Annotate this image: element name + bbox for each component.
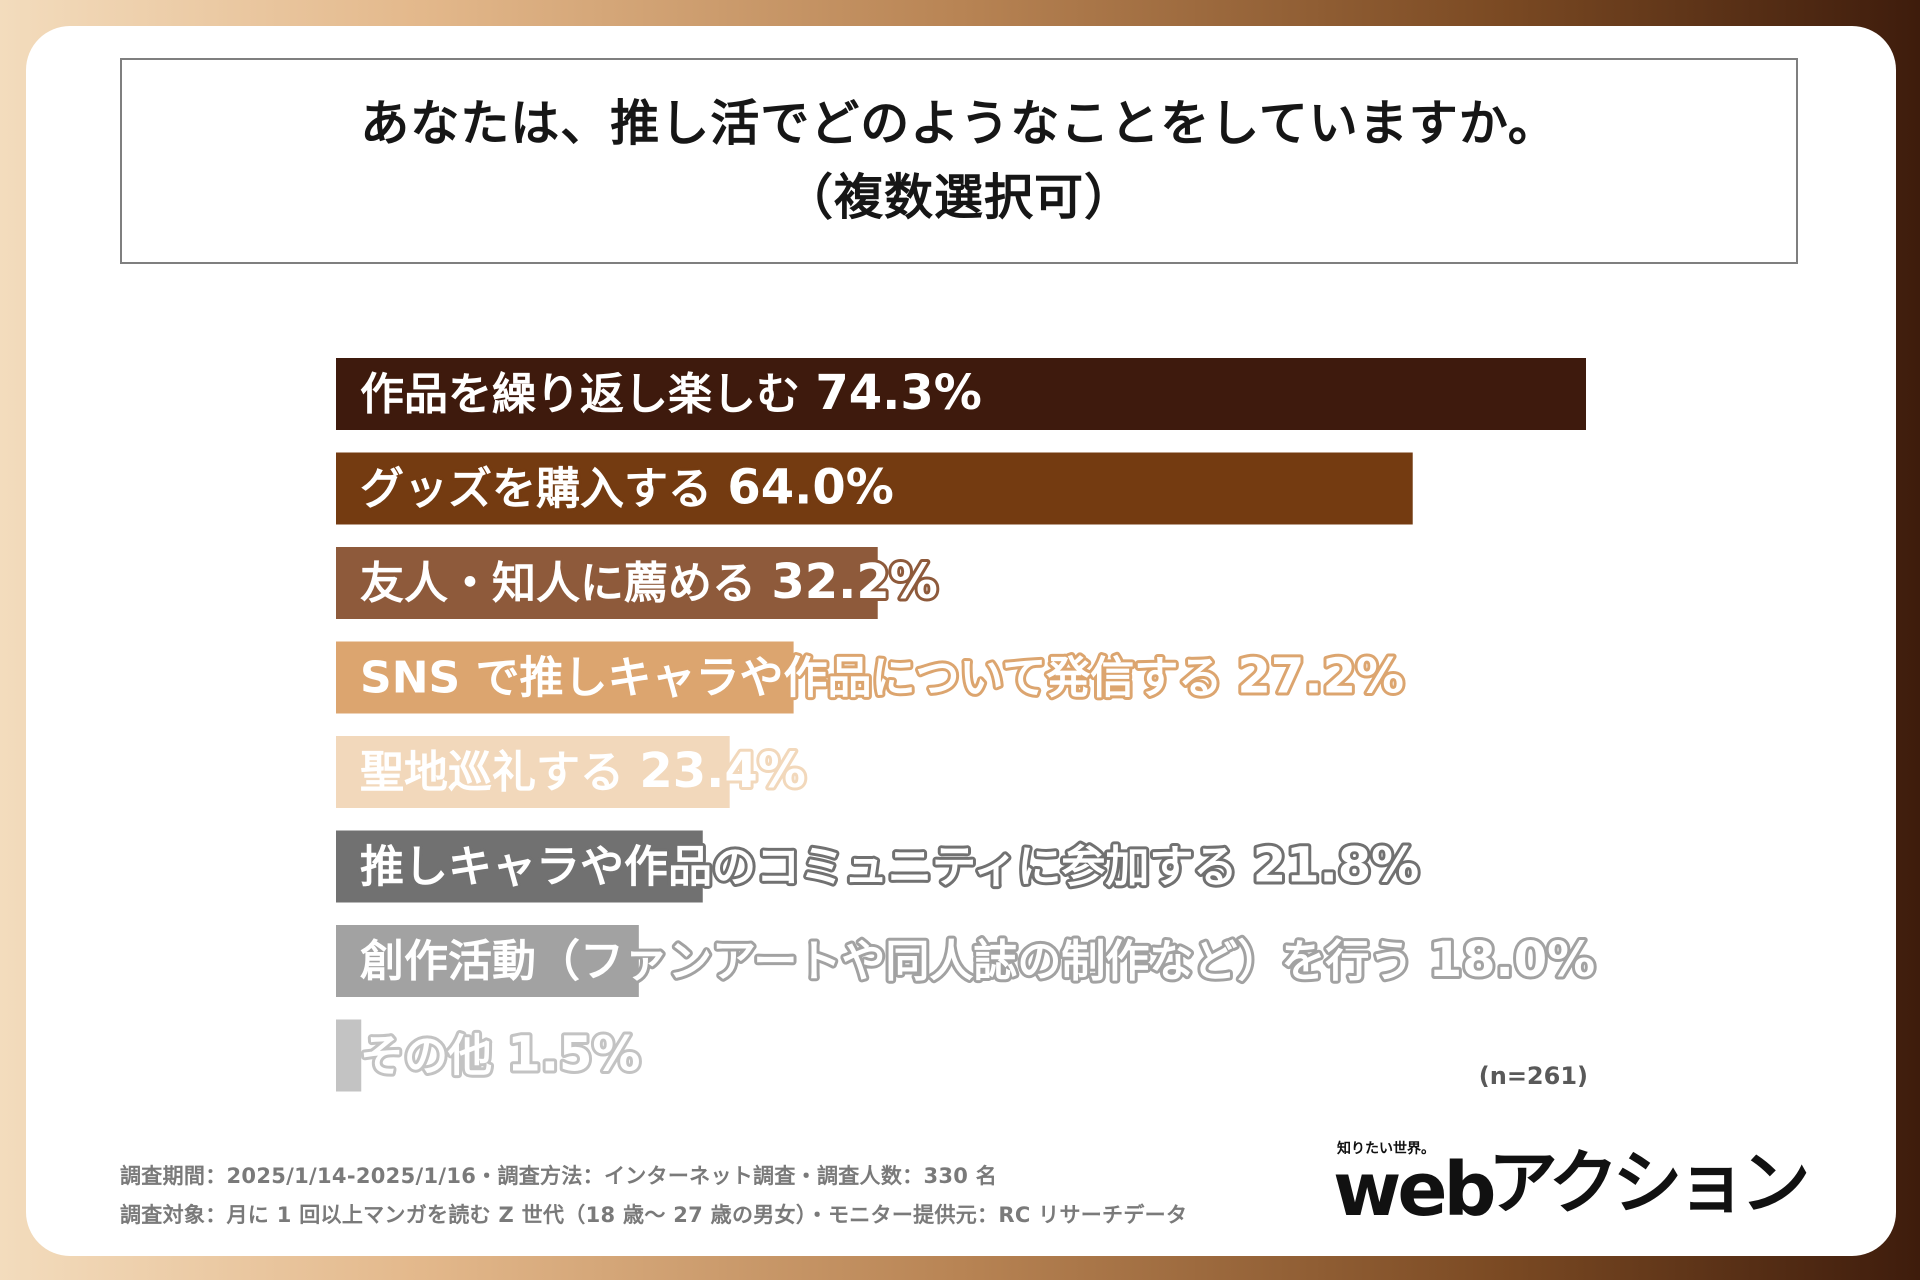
logo-wordmark-web: web	[1333, 1147, 1497, 1233]
footer-survey-target: 調査対象：月に 1 回以上マンガを読む Z 世代（18 歳～ 27 歳の男女）・…	[120, 1203, 1188, 1227]
bar-3	[336, 547, 878, 619]
footer-survey-period: 調査期間：2025/1/14-2025/1/16・調査方法：インターネット調査・…	[120, 1164, 998, 1188]
value-label-1: 74.3%	[815, 365, 982, 421]
bar-label-8: その他 1.5%	[360, 1027, 640, 1083]
category-label-8: その他	[360, 1031, 507, 1082]
bar-4	[336, 641, 794, 714]
category-label-4: SNS で推しキャラや作品について発信する	[360, 653, 1238, 704]
bar-label-1: 作品を繰り返し楽しむ 74.3%	[360, 365, 982, 421]
bar-label-5: 聖地巡礼する 23.4%	[360, 743, 806, 799]
value-label-2: 64.0%	[727, 460, 894, 516]
value-label-5: 23.4%	[639, 743, 806, 799]
bar-8	[336, 1019, 362, 1092]
logo-wordmark-kana: アクション	[1488, 1142, 1810, 1224]
category-label-6: 推しキャラや作品のコミュニティに参加する	[360, 842, 1253, 893]
bar-label-6: 推しキャラや作品のコミュニティに参加する 21.8%	[360, 838, 1419, 894]
category-label-5: 聖地巡礼する	[360, 747, 639, 798]
value-label-3: 32.2%	[771, 554, 938, 610]
value-label-8: 1.5%	[507, 1027, 640, 1083]
category-label-3: 友人・知人に薦める	[360, 558, 771, 609]
bar-1	[336, 358, 1586, 430]
bar-label-7: 創作活動（ファンアートや同人誌の制作など）を行う 18.0%	[360, 932, 1595, 988]
value-label-4: 27.2%	[1238, 649, 1405, 705]
logo-tagline: 知りたい世界。	[1337, 1141, 1435, 1157]
category-label-7: 創作活動（ファンアートや同人誌の制作など）を行う	[360, 936, 1429, 987]
chart-title-line2: （複数選択可）	[783, 169, 1134, 226]
bar-2	[336, 452, 1413, 525]
bar-label-2: グッズを購入する 64.0%	[360, 460, 894, 516]
bar-label-3: 友人・知人に薦める 32.2%	[360, 554, 938, 610]
value-label-6: 21.8%	[1253, 838, 1420, 894]
bar-5	[336, 736, 730, 808]
title-box: あなたは、推し活でどのようなことをしていますか。 （複数選択可）	[120, 58, 1798, 264]
bar-label-4: SNS で推しキャラや作品について発信する 27.2%	[360, 649, 1404, 705]
bar-6	[336, 830, 703, 903]
sample-size-note: (n=261)	[1478, 1062, 1588, 1090]
category-label-2: グッズを購入する	[360, 464, 727, 515]
bar-7	[336, 925, 639, 997]
value-label-7: 18.0%	[1429, 932, 1596, 988]
chart-title-line1: あなたは、推し活でどのようなことをしていますか。	[360, 95, 1558, 152]
category-label-1: 作品を繰り返し楽しむ	[360, 369, 815, 420]
